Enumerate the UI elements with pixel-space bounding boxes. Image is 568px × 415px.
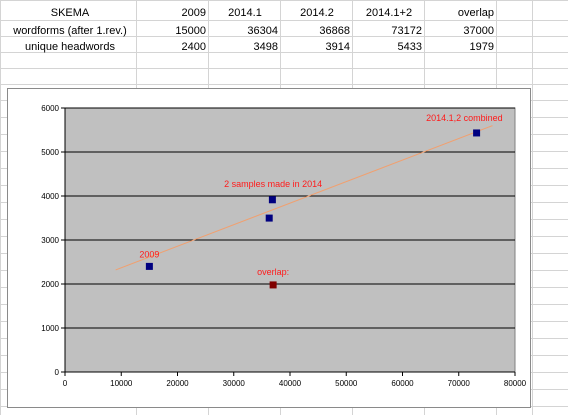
row-label-cell[interactable]: unique headwords <box>25 41 115 53</box>
data-point <box>269 281 277 289</box>
y-tick-label: 3000 <box>41 236 59 245</box>
x-tick-label: 80000 <box>504 379 527 388</box>
value-cell[interactable]: 37000 <box>463 25 494 37</box>
x-tick-label: 20000 <box>166 379 189 388</box>
annotation-label: 2014.1,2 combined <box>426 113 503 123</box>
annotation-label: 2 samples made in 2014 <box>224 179 322 189</box>
header-cell[interactable]: 2009 <box>181 7 206 19</box>
trendline <box>115 125 493 271</box>
annotation-label: 2009 <box>139 250 159 260</box>
x-tick-label: 30000 <box>223 379 246 388</box>
header-cell[interactable]: SKEMA <box>50 7 90 19</box>
value-cell[interactable]: 3498 <box>253 41 278 53</box>
value-cell[interactable]: 3914 <box>325 41 350 53</box>
data-point <box>265 214 273 222</box>
value-cell[interactable]: 1979 <box>469 41 494 53</box>
row-label-cell[interactable]: wordforms (after 1.rev.) <box>13 25 127 37</box>
y-tick-label: 5000 <box>41 148 59 157</box>
x-tick-label: 60000 <box>391 379 414 388</box>
y-tick-label: 6000 <box>41 104 59 113</box>
value-cell[interactable]: 5433 <box>397 41 422 53</box>
x-tick-label: 50000 <box>335 379 358 388</box>
annotation-label: overlap: <box>257 267 289 277</box>
data-point <box>473 129 481 137</box>
header-cell[interactable]: 2014.1 <box>228 7 262 19</box>
value-cell[interactable]: 2400 <box>181 41 206 53</box>
x-tick-label: 0 <box>63 379 68 388</box>
header-cell[interactable]: overlap <box>457 7 494 19</box>
y-tick-label: 2000 <box>41 280 59 289</box>
x-tick-label: 10000 <box>110 379 133 388</box>
value-cell[interactable]: 36304 <box>247 25 278 37</box>
header-cell[interactable]: 2014.2 <box>300 7 334 19</box>
data-point <box>268 196 276 204</box>
value-cell[interactable]: 36868 <box>319 25 350 37</box>
y-tick-label: 1000 <box>41 324 59 333</box>
embedded-chart[interactable]: 0 1000 2000 3000 4000 5000 6000 0 10000 20000 3000… <box>7 88 531 408</box>
value-cell[interactable]: 15000 <box>175 25 206 37</box>
value-cell[interactable]: 73172 <box>391 25 422 37</box>
x-tick-label: 70000 <box>448 379 471 388</box>
data-point <box>145 262 153 270</box>
y-tick-label: 0 <box>55 368 60 377</box>
y-tick-label: 4000 <box>41 192 59 201</box>
header-cell[interactable]: 2014.1+2 <box>365 7 413 19</box>
x-tick-label: 40000 <box>279 379 302 388</box>
